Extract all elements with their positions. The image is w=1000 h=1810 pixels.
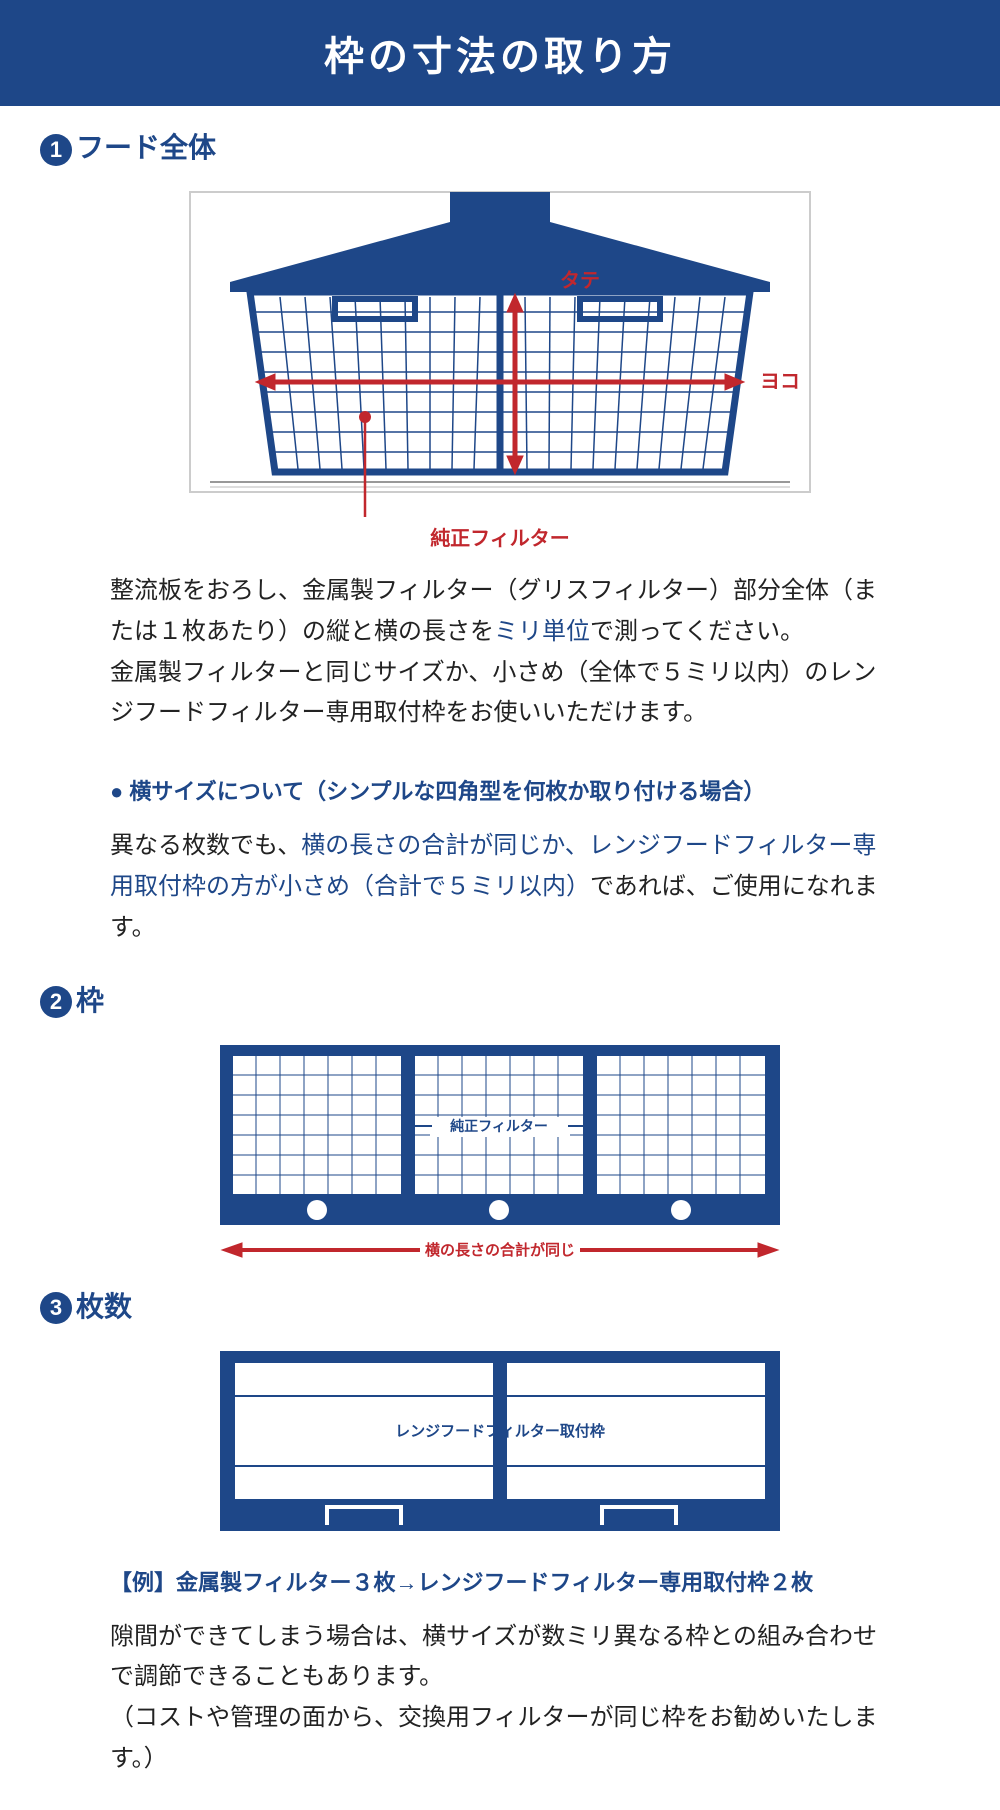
section3-paragraph: 隙間ができてしまう場合は、横サイズが数ミリ異なる枠との組み合わせで調節できること… — [110, 1617, 890, 1780]
label-yoko: ヨコ — [760, 371, 800, 393]
section1-diagram: タテ ヨコ 純正フィルター — [40, 182, 960, 551]
section1-heading: 1フード全体 — [40, 126, 960, 166]
section3-heading: 3枚数 — [40, 1285, 960, 1325]
section1-title: フード全体 — [76, 132, 216, 163]
width-label: 横の長さの合計が同じ — [425, 1241, 575, 1259]
frame-diagram-svg: 純正フィルター 横の長さの合計が同じ — [210, 1035, 790, 1265]
mounting-frame-label: レンジフードフィルター取付枠 — [395, 1422, 605, 1440]
section3-example: 【例】金属製フィルター３枚→レンジフードフィルター専用取付枠２枚 — [110, 1565, 890, 1597]
section3-diagram: レンジフードフィルター取付枠 — [40, 1341, 960, 1541]
content-area: 1フード全体 — [0, 126, 1000, 1780]
section1-paragraph: 整流板をおろし、金属製フィルター（グリスフィルター）部分全体（または１枚あたり）… — [110, 571, 890, 734]
page-title: 枠の寸法の取り方 — [324, 35, 676, 79]
section1-number: 1 — [40, 134, 72, 166]
label-tate: タテ — [560, 269, 600, 292]
hood-diagram-svg: タテ ヨコ — [180, 182, 820, 522]
filter-label: 純正フィルター — [40, 522, 960, 551]
page-header: 枠の寸法の取り方 — [0, 0, 1000, 106]
section1-subheading: ● 横サイズについて（シンプルな四角型を何枚か取り付ける場合） — [110, 774, 890, 806]
section2-title: 枠 — [76, 985, 104, 1016]
section3-title: 枚数 — [76, 1291, 132, 1322]
panel-filter-label: 純正フィルター — [450, 1118, 548, 1134]
section2-number: 2 — [40, 986, 72, 1018]
section2-diagram: 純正フィルター 横の長さの合計が同じ — [40, 1035, 960, 1265]
section2-heading: 2枠 — [40, 979, 960, 1019]
section3-number: 3 — [40, 1292, 72, 1324]
count-diagram-svg: レンジフードフィルター取付枠 — [210, 1341, 790, 1541]
section1-sub-paragraph: 異なる枚数でも、横の長さの合計が同じか、レンジフードフィルター専用取付枠の方が小… — [110, 826, 890, 948]
